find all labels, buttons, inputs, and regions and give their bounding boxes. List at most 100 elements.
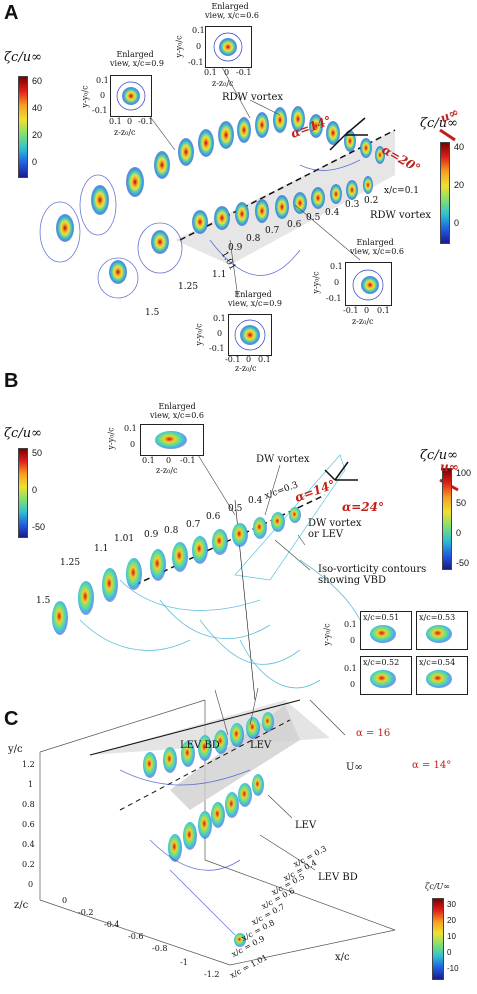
inset-a-bc-ytick: 0.1 — [213, 314, 226, 323]
colorbar-c-tick: 10 — [447, 932, 456, 941]
inset-a-top-xtick: -0.1 — [236, 68, 252, 77]
mini-inset-053: x/c=0.53 — [416, 611, 468, 650]
c-ytick: 1.2 — [22, 760, 35, 769]
inset-b-top-title: Enlarged view, x/c=0.6 — [150, 402, 204, 420]
panel-c-label: C — [4, 708, 19, 730]
alpha-14-label-c: α = 14° — [412, 760, 452, 771]
panel-b-label: B — [4, 370, 19, 392]
c-ytick: 0 — [28, 880, 34, 889]
station-label: 0.7 — [265, 226, 280, 236]
station-label: 0.6 — [287, 220, 302, 230]
station-label: 0.8 — [246, 234, 261, 244]
c-xaxis-label: x/c — [335, 952, 350, 963]
mini-inset-052: x/c=0.52 — [360, 656, 412, 695]
colorbar-b-left-tick: -50 — [32, 522, 46, 532]
colorbar-b-right — [442, 468, 452, 570]
colorbar-a-right-tick: 0 — [454, 218, 460, 228]
inset-a-top-xtick: 0.1 — [204, 68, 217, 77]
inset-a-br-ylab: y-y₀/c — [311, 271, 321, 294]
inset-a-top-title: Enlarged view, x/c=0.6 — [205, 2, 259, 20]
colorbar-c-tick: 20 — [447, 916, 456, 925]
panel-b: B ζc/u∞ 50 0 -50 ζc/u∞ 100 50 0 -50 Enla… — [0, 368, 477, 698]
station-label-b: 1.5 — [36, 596, 51, 606]
inset-a-left-title: Enlarged view, x/c=0.9 — [110, 50, 164, 68]
colorbar-a-left-tick: 0 — [32, 157, 38, 167]
dw-vortex-top-label: DW vortex — [256, 454, 310, 465]
inset-a-top-xlab: z-z₀/c — [212, 79, 234, 88]
rdw-vortex-right-label: RDW vortex — [370, 210, 432, 221]
station-label-b: 0.4 — [248, 496, 263, 506]
rdw-vortex-top-label: RDW vortex — [222, 92, 284, 103]
alpha-24-label-b: α=24° — [342, 500, 384, 514]
colorbar-b-left-title: ζc/u∞ — [4, 426, 42, 441]
inset-a-br-xtick: -0.1 — [343, 306, 359, 315]
inset-b-top — [140, 424, 204, 456]
inset-a-left-xlab: z-z₀/c — [114, 128, 136, 137]
c-ztick: -1 — [180, 958, 188, 967]
station-label-b: 1.1 — [94, 544, 109, 554]
inset-a-top-ytick: 0 — [196, 42, 202, 51]
colorbar-b-left-tick: 50 — [32, 448, 43, 458]
colorbar-c — [432, 898, 444, 980]
inset-b-top-xtick: 0 — [166, 456, 172, 465]
mini-inset-label: x/c=0.52 — [363, 658, 400, 667]
inset-a-bc-ytick: 0 — [217, 329, 223, 338]
c-zaxis-label: z/c — [14, 900, 29, 911]
mini-ytick: 0.1 — [344, 664, 357, 673]
inset-a-left-ytick: -0.1 — [92, 106, 108, 115]
inset-a-left-xtick: 0 — [127, 117, 133, 126]
mini-inset-label: x/c=0.53 — [419, 613, 456, 622]
mini-ylab: y-y₀/c — [322, 623, 332, 646]
panel-a-label: A — [4, 2, 19, 24]
colorbar-c-tick: 30 — [447, 900, 456, 909]
station-label-b: 0.9 — [144, 530, 159, 540]
inset-a-top-xtick: 0 — [224, 68, 230, 77]
inset-b-top-ylab: y-y₀/c — [106, 427, 116, 450]
c-ytick: 0.4 — [22, 840, 35, 849]
inset-b-top-ytick: 0.1 — [124, 424, 137, 433]
lev-bd-top-label: LEV BD — [180, 740, 220, 751]
colorbar-a-right-tick: 20 — [454, 180, 465, 190]
inset-a-br-ytick: -0.1 — [326, 294, 342, 303]
mini-ytick: 0 — [350, 636, 356, 645]
c-ytick: 0.8 — [22, 800, 35, 809]
colorbar-a-right — [440, 142, 450, 244]
inset-a-bc-xtick: 0.1 — [258, 355, 271, 364]
c-ztick: 0 — [62, 896, 68, 905]
xc-first-station: x/c=0.1 — [384, 186, 420, 196]
mini-inset-label: x/c=0.51 — [363, 613, 400, 622]
colorbar-a-right-tick: 40 — [454, 142, 465, 152]
panel-a-graphics — [39, 59, 456, 299]
inset-b-top-xtick: -0.1 — [180, 456, 196, 465]
station-label-b: 0.6 — [206, 512, 221, 522]
inset-a-br-title: Enlarged view, x/c=0.6 — [350, 238, 404, 256]
c-ztick: -0.2 — [78, 908, 94, 917]
c-ztick: -1.2 — [204, 970, 220, 979]
inset-a-br-xtick: 0 — [364, 306, 370, 315]
inset-a-top — [205, 26, 252, 68]
inset-a-top-ylab: y-y₀/c — [174, 35, 184, 58]
station-label-b: 0.8 — [164, 526, 179, 536]
inset-a-bc-xtick: -0.1 — [225, 355, 241, 364]
mini-inset-054: x/c=0.54 — [416, 656, 468, 695]
inset-a-bc-ytick: -0.1 — [209, 344, 225, 353]
inset-b-top-xtick: 0.1 — [142, 456, 155, 465]
inset-a-left-ytick: 0.1 — [96, 76, 109, 85]
colorbar-c-tick: 0 — [447, 948, 452, 957]
inset-a-left-ylab: y-y₀/c — [80, 85, 90, 108]
lev-top-label: LEV — [250, 740, 272, 751]
inset-a-bc-xtick: 0 — [246, 355, 252, 364]
colorbar-a-left-tick: 60 — [32, 76, 43, 86]
inset-a-br-xlab: z-z₀/c — [352, 317, 374, 326]
colorbar-b-right-tick: -50 — [456, 558, 470, 568]
inset-a-top-ytick: 0.1 — [192, 26, 205, 35]
station-label: 0.5 — [306, 213, 321, 223]
c-ytick: 1 — [28, 780, 34, 789]
colorbar-a-left-tick: 20 — [32, 130, 43, 140]
c-ytick: 0.2 — [22, 860, 35, 869]
station-label: 1.25 — [178, 282, 199, 292]
panel-b-graphics — [52, 449, 459, 701]
mini-inset-051: x/c=0.51 — [360, 611, 412, 650]
mini-inset-label: x/c=0.54 — [419, 658, 456, 667]
colorbar-a-left-title: ζc/u∞ — [4, 50, 42, 65]
